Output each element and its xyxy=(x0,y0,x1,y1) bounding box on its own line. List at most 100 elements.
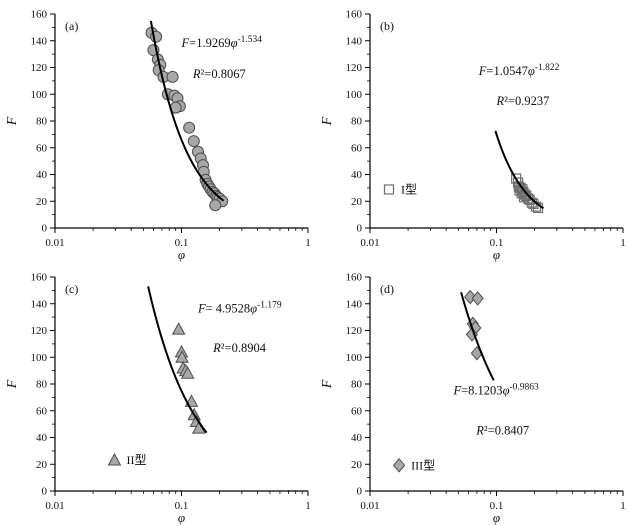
y-tick-label: 40 xyxy=(36,432,48,444)
y-axis-label: F xyxy=(5,379,20,389)
y-tick-label: 120 xyxy=(346,62,363,74)
y-ticks: 0 20 40 60 80 100 120 140 160 xyxy=(31,272,55,498)
data-points xyxy=(171,322,206,434)
y-tick-label: 20 xyxy=(351,459,363,471)
y-tick-label: 60 xyxy=(351,405,363,417)
y-tick-label: 100 xyxy=(31,352,48,364)
r-squared-label: R²=0.8067 xyxy=(192,67,246,81)
chart-panel-b: 0 20 40 60 80 100 120 140 160 0.01 0.1 1 Fφ (b) F=1.05… xyxy=(315,0,629,263)
y-ticks: 0 20 40 60 80 100 120 140 160 xyxy=(31,9,55,235)
fit-curve xyxy=(149,20,225,202)
data-point-circle xyxy=(183,121,196,134)
data-point-triangle xyxy=(175,350,189,363)
legend-label: III型 xyxy=(411,458,435,472)
y-tick-label: 40 xyxy=(351,432,363,444)
x-axis-label: φ xyxy=(178,247,185,262)
fit-curve xyxy=(147,286,208,434)
data-point-circle xyxy=(209,199,222,212)
x-tick-label: 0.1 xyxy=(490,237,504,249)
data-point-triangle xyxy=(171,322,186,335)
panel-label: (d) xyxy=(380,282,394,296)
fit-equation: F= 4.9528φ-1.179 xyxy=(197,300,282,315)
x-tick-label: 0.01 xyxy=(360,500,379,512)
x-axis-label: φ xyxy=(178,510,185,525)
x-ticks: 0.01 0.1 1 xyxy=(45,228,311,249)
y-tick-label: 80 xyxy=(36,379,48,391)
y-tick-label: 140 xyxy=(31,298,48,310)
y-tick-label: 160 xyxy=(31,272,48,284)
legend: II型 xyxy=(107,452,146,467)
x-tick-label: 1 xyxy=(305,237,311,249)
panel-label: (c) xyxy=(65,282,78,296)
chart-panel-a: 0 20 40 60 80 100 120 140 160 0.01 0.1 1 Fφ (a) F=1.92… xyxy=(0,0,314,263)
legend-marker-triangle xyxy=(107,452,122,466)
fit-equation: F=1.0547φ-1.822 xyxy=(478,63,560,78)
chart-panel-c: 0 20 40 60 80 100 120 140 160 0.01 0.1 1 Fφ (c) F= 4.9… xyxy=(0,263,314,526)
y-tick-label: 40 xyxy=(351,169,363,181)
legend-label: I型 xyxy=(401,182,417,196)
y-tick-label: 100 xyxy=(31,89,48,101)
fit-curve xyxy=(494,130,544,210)
legend: III型 xyxy=(392,458,435,473)
fit-equation: F=8.1203φ-0.9863 xyxy=(452,383,539,398)
y-tick-label: 60 xyxy=(36,142,48,154)
x-tick-label: 0.1 xyxy=(175,237,189,249)
y-tick-label: 160 xyxy=(346,272,363,284)
y-tick-label: 80 xyxy=(36,116,48,128)
x-tick-label: 1 xyxy=(305,500,311,512)
y-tick-label: 140 xyxy=(31,35,48,47)
x-tick-label: 0.01 xyxy=(45,500,64,512)
chart-panel-d: 0 20 40 60 80 100 120 140 160 0.01 0.1 1 Fφ (d) F=8.12… xyxy=(315,263,629,526)
x-tick-label: 1 xyxy=(620,237,626,249)
x-ticks: 0.01 0.1 1 xyxy=(45,491,311,512)
y-tick-label: 160 xyxy=(346,9,363,21)
x-tick-label: 1 xyxy=(620,500,626,512)
y-tick-label: 120 xyxy=(31,62,48,74)
axes: 0 20 40 60 80 100 120 140 160 0.01 0.1 1 xyxy=(31,272,311,513)
axes: 0 20 40 60 80 100 120 140 160 0.01 0.1 1 xyxy=(346,9,626,250)
x-axis-label: φ xyxy=(493,247,500,262)
data-points xyxy=(145,26,229,212)
y-tick-label: 60 xyxy=(351,142,363,154)
data-point-diamond xyxy=(464,289,477,305)
y-tick-label: 100 xyxy=(346,89,363,101)
y-ticks: 0 20 40 60 80 100 120 140 160 xyxy=(346,9,370,235)
y-axis-label: F xyxy=(320,379,335,389)
axes: 0 20 40 60 80 100 120 140 160 0.01 0.1 1 xyxy=(346,272,626,513)
y-ticks: 0 20 40 60 80 100 120 140 160 xyxy=(346,272,370,498)
y-tick-label: 20 xyxy=(36,196,48,208)
data-point-circle xyxy=(166,70,179,83)
legend-marker-square xyxy=(383,184,395,195)
fit-equation: F=1.9269φ-1.534 xyxy=(181,35,263,50)
panel-label: (a) xyxy=(65,19,78,33)
y-tick-label: 100 xyxy=(346,352,363,364)
y-tick-label: 120 xyxy=(31,325,48,337)
y-tick-label: 160 xyxy=(31,9,48,21)
y-tick-label: 120 xyxy=(346,325,363,337)
x-axis-label: φ xyxy=(493,510,500,525)
y-tick-label: 40 xyxy=(36,169,48,181)
data-point-circle xyxy=(187,135,200,148)
r-squared-label: R²=0.9237 xyxy=(496,94,550,108)
x-tick-label: 0.01 xyxy=(360,237,379,249)
fit-curve xyxy=(460,292,495,381)
panel-label: (b) xyxy=(380,19,394,33)
y-axis-label: F xyxy=(320,116,335,126)
y-tick-label: 80 xyxy=(351,116,363,128)
y-tick-label: 140 xyxy=(346,35,363,47)
x-ticks: 0.01 0.1 1 xyxy=(360,491,626,512)
x-ticks: 0.01 0.1 1 xyxy=(360,228,626,249)
legend-marker-diamond xyxy=(392,458,406,473)
data-point-diamond xyxy=(471,291,484,306)
x-tick-label: 0.1 xyxy=(175,500,189,512)
r-squared-label: R²=0.8407 xyxy=(475,423,529,437)
y-tick-label: 20 xyxy=(351,196,363,208)
y-tick-label: 0 xyxy=(42,223,48,235)
y-tick-label: 0 xyxy=(357,223,363,235)
y-axis-label: F xyxy=(5,116,20,126)
y-tick-label: 0 xyxy=(357,486,363,498)
legend: I型 xyxy=(383,182,417,196)
y-tick-label: 60 xyxy=(36,405,48,417)
x-tick-label: 0.1 xyxy=(490,500,504,512)
